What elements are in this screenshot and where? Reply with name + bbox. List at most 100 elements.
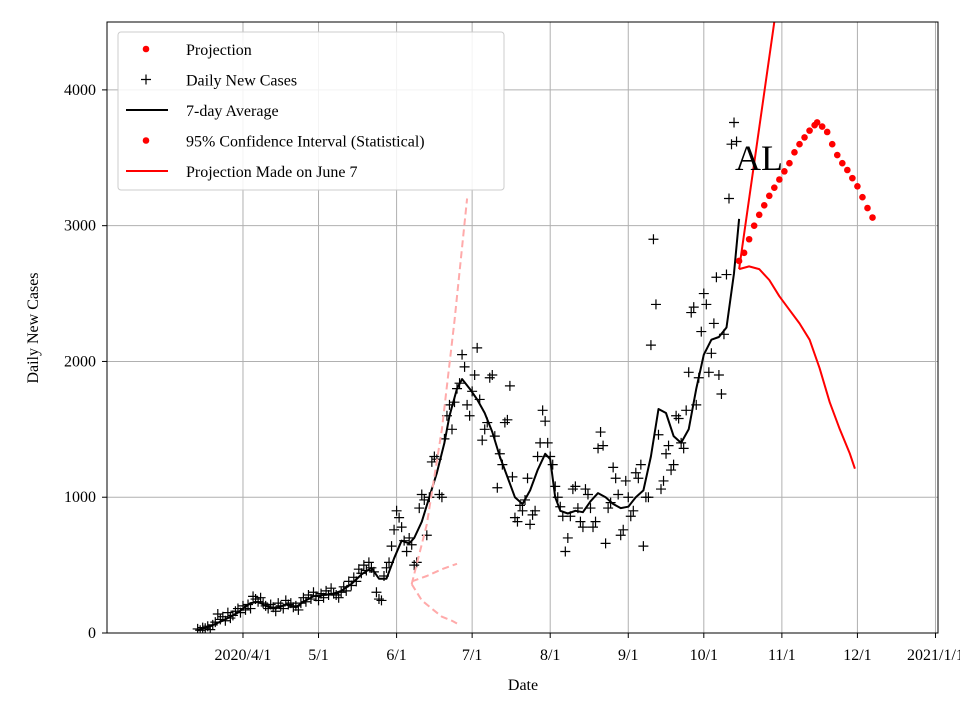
daily-cases-marker: [522, 473, 533, 484]
daily-cases-marker: [484, 372, 495, 383]
state-annotation: AL: [735, 138, 783, 178]
daily-cases-marker: [600, 538, 611, 549]
daily-cases-marker: [708, 318, 719, 329]
daily-cases-marker: [723, 193, 734, 204]
y-axis-label: Daily New Cases: [25, 272, 42, 383]
legend-item: Projection Made on June 7: [126, 164, 358, 181]
daily-cases-marker: [598, 440, 609, 451]
daily-cases-marker: [628, 505, 639, 516]
daily-cases-marker: [394, 512, 405, 523]
daily-cases-marker: [532, 451, 543, 462]
projection-point: [869, 214, 876, 221]
y-tick-label: 1000: [64, 489, 96, 506]
daily-cases-marker: [613, 489, 624, 500]
plot-area: [192, 22, 876, 633]
daily-cases-marker: [567, 484, 578, 495]
daily-cases-marker: [353, 564, 364, 575]
daily-cases-marker: [593, 443, 604, 454]
legend-dot-icon: [142, 45, 150, 53]
daily-cases-marker: [630, 467, 641, 478]
legend-label: Projection Made on June 7: [186, 164, 358, 181]
projection-point: [791, 149, 798, 156]
95-ci-upper-june-7-line: [410, 198, 469, 585]
daily-cases-marker: [358, 560, 369, 571]
daily-cases-marker: [620, 475, 631, 486]
legend-label: 7-day Average: [186, 103, 279, 120]
daily-cases-marker: [686, 307, 697, 318]
daily-cases-marker: [462, 399, 473, 410]
daily-cases-marker: [245, 603, 256, 614]
daily-cases-marker: [414, 503, 425, 514]
daily-cases-marker: [698, 288, 709, 299]
daily-cases-marker: [479, 424, 490, 435]
legend-item: Projection: [142, 42, 252, 59]
daily-cases-marker: [615, 530, 626, 541]
x-axis-label: Date: [508, 677, 538, 694]
daily-cases-marker: [643, 492, 654, 503]
projection-point: [771, 184, 778, 191]
daily-cases-marker: [671, 410, 682, 421]
projection-point: [745, 235, 753, 243]
daily-cases-marker: [633, 473, 644, 484]
daily-cases-marker: [537, 405, 548, 416]
daily-cases-marker: [595, 427, 606, 438]
daily-cases-marker: [316, 588, 327, 599]
daily-cases-marker: [650, 299, 661, 310]
daily-cases-marker: [580, 484, 591, 495]
95-ci-lower-band-june-7-line: [411, 562, 458, 583]
projection-point: [765, 192, 773, 200]
daily-cases-marker: [678, 443, 689, 454]
daily-cases-marker: [716, 389, 727, 400]
daily-cases-marker: [436, 492, 447, 503]
legend-box: [117, 31, 505, 191]
daily-cases-marker: [459, 361, 470, 372]
daily-cases-marker: [668, 459, 679, 470]
daily-cases-marker: [547, 459, 558, 470]
x-tick-label: 11/1: [768, 647, 796, 664]
legend-plus-icon: [141, 74, 151, 85]
daily-cases-marker: [401, 546, 412, 557]
projection-point: [828, 140, 836, 148]
daily-cases-marker: [507, 471, 518, 482]
daily-cases-marker: [585, 503, 596, 514]
daily-cases-marker: [575, 516, 586, 527]
daily-cases-marker: [376, 595, 387, 606]
daily-cases-marker: [512, 516, 523, 527]
daily-cases-marker: [504, 380, 515, 391]
daily-cases-marker: [469, 370, 480, 381]
daily-cases-marker: [661, 448, 672, 459]
daily-cases-marker: [618, 524, 629, 535]
daily-cases-marker: [333, 592, 344, 603]
projection-made-on-june-7-line: [738, 265, 856, 470]
legend-label: Daily New Cases: [186, 73, 297, 90]
projection-point: [864, 204, 871, 212]
daily-cases-marker: [255, 592, 266, 603]
projection-point: [854, 182, 861, 190]
legend-item: Daily New Cases: [141, 73, 297, 90]
daily-cases-marker: [527, 509, 538, 520]
daily-cases-marker: [326, 583, 337, 594]
daily-cases-marker: [688, 302, 699, 313]
projection-point: [833, 151, 841, 159]
x-axis: 2020/4/1 5/1 6/1 7/1 8/1 9/1 10/1 11/1 12/1 2021/…: [215, 633, 960, 664]
daily-cases-marker: [391, 505, 402, 516]
95-ci-lower-june-7-line: [410, 583, 458, 625]
daily-cases-marker: [658, 475, 669, 486]
daily-cases-marker: [610, 473, 621, 484]
x-tick-label: 10/1: [690, 647, 718, 664]
y-tick-label: 2000: [64, 353, 96, 370]
projection-point: [786, 159, 793, 167]
x-tick-label: 8/1: [540, 647, 560, 664]
daily-cases-marker: [373, 594, 384, 605]
projection-point: [813, 119, 821, 126]
daily-cases-marker: [726, 139, 737, 150]
x-tick-label: 9/1: [618, 647, 638, 664]
daily-cases-marker: [212, 608, 223, 619]
legend-dot-icon: [142, 137, 150, 144]
projection-point: [760, 202, 768, 209]
daily-cases-marker: [711, 272, 722, 283]
daily-cases-marker: [363, 557, 374, 568]
projection-point: [806, 127, 813, 134]
legend: Projection Daily New Cases 7-day Average 95…: [117, 31, 505, 191]
daily-cases-marker: [623, 492, 634, 503]
